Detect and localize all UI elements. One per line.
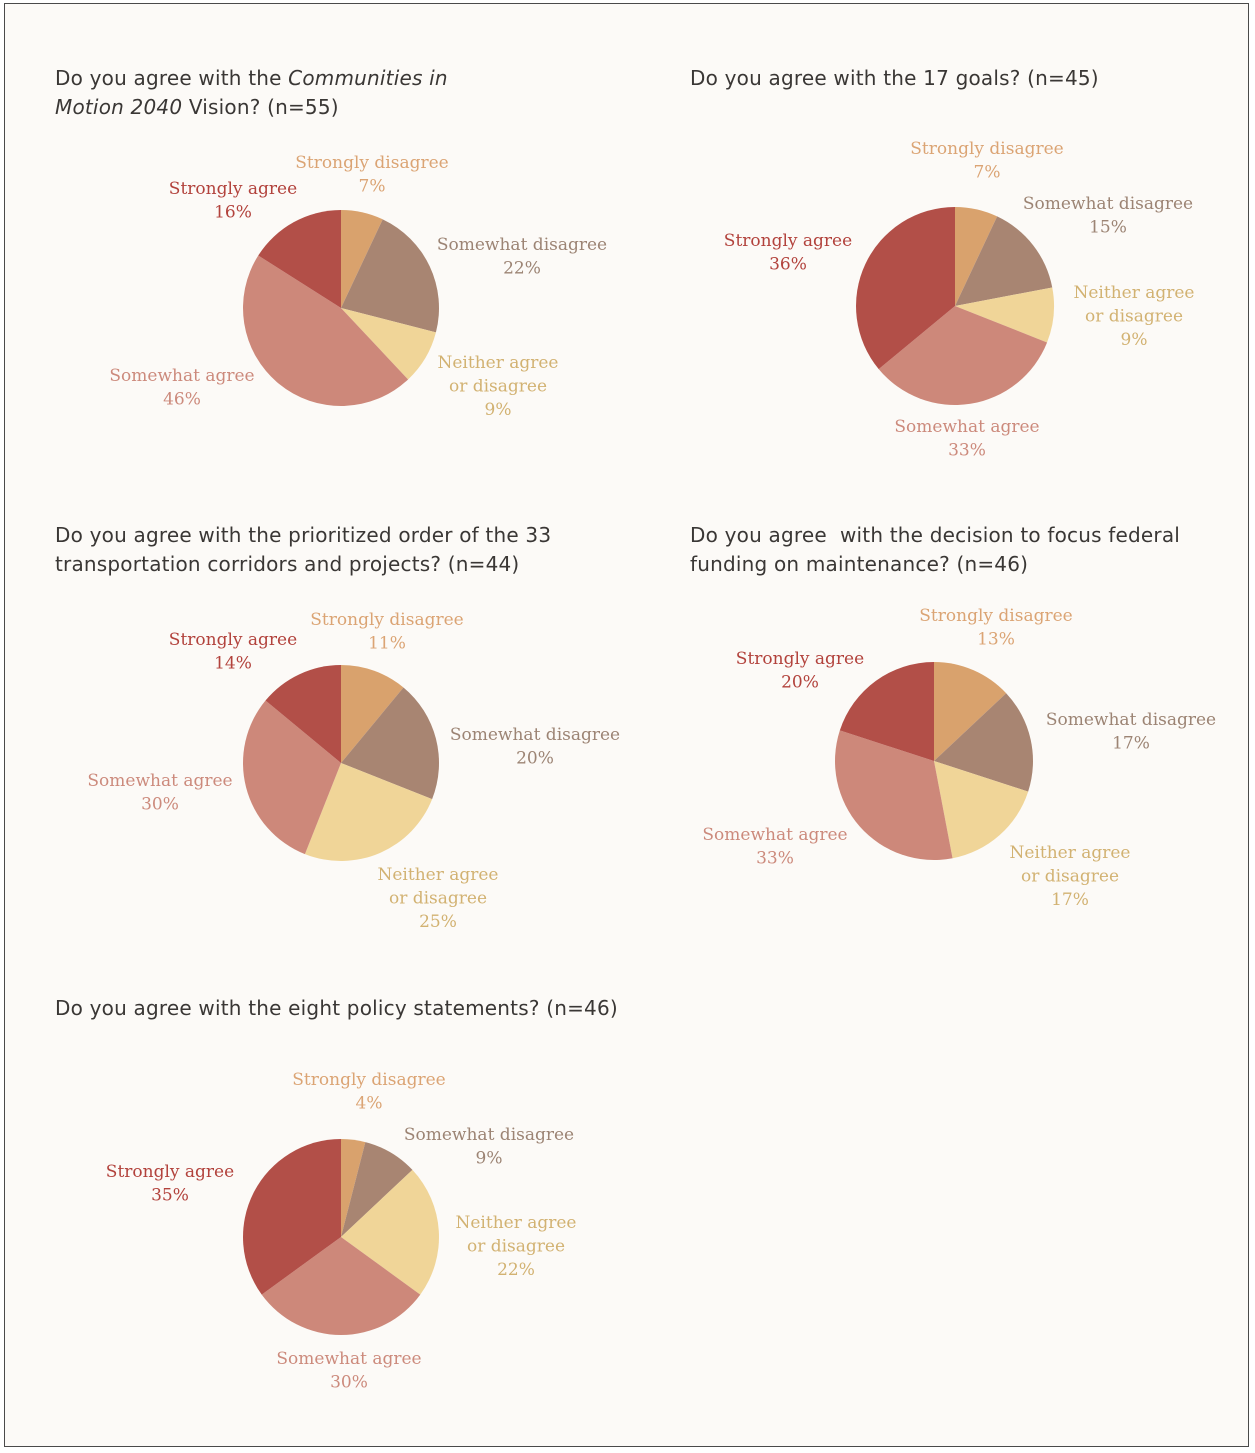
chart-2-slice-strongly-disagree (955, 207, 998, 306)
chart-3-slice-somewhat-disagree (341, 687, 440, 800)
chart-5-title-text: Do you agree with the eight policy state… (55, 996, 618, 1020)
chart-2-label-strongly-agree: Strongly agree 36% (724, 231, 852, 275)
chart-3-label-neither-agree: Neither agree or disagree 25% (377, 865, 498, 932)
chart-1-label-neither-agree: Neither agree or disagree 9% (437, 353, 558, 420)
chart-3-title-text-2: transportation corridors and projects? (… (55, 552, 520, 576)
chart-1-slice-neither-agree (341, 308, 436, 380)
chart-2-title-text: Do you agree with the 17 goals? (n=45) (690, 66, 1099, 90)
chart-1-slice-strongly-agree (258, 210, 341, 308)
chart-1-label-somewhat-disagree: Somewhat disagree 22% (437, 235, 607, 279)
chart-2-slice-strongly-agree (856, 207, 955, 370)
chart-1-slice-somewhat-disagree (341, 219, 439, 333)
chart-4-title-text-2: funding on maintenance? (n=46) (690, 552, 1029, 576)
chart-1-title-text: Do you agree with the (55, 66, 289, 90)
chart-4-slice-neither-agree (934, 761, 1029, 859)
chart-1-title-text-2: Vision? (n=55) (182, 95, 339, 119)
chart-5-label-neither-agree: Neither agree or disagree 22% (455, 1213, 576, 1280)
chart-5-label-strongly-disagree: Strongly disagree 4% (292, 1070, 445, 1114)
chart-1-slice-somewhat-agree (243, 255, 409, 407)
chart-3-label-strongly-agree: Strongly agree 14% (169, 630, 297, 674)
chart-1-slice-strongly-disagree (341, 210, 383, 308)
chart-3-label-somewhat-disagree: Somewhat disagree 20% (450, 725, 620, 769)
chart-5-slice-strongly-agree (243, 1139, 341, 1295)
chart-2-title: Do you agree with the 17 goals? (n=45) (690, 64, 1099, 93)
chart-1-label-strongly-disagree: Strongly disagree 7% (295, 153, 448, 197)
chart-4-label-somewhat-disagree: Somewhat disagree 17% (1046, 710, 1216, 754)
chart-2-label-neither-agree: Neither agree or disagree 9% (1073, 283, 1194, 350)
chart-5-label-somewhat-disagree: Somewhat disagree 9% (404, 1125, 574, 1169)
chart-3-title-text: Do you agree with the prioritized order … (55, 523, 552, 547)
chart-2-label-somewhat-agree: Somewhat agree 33% (894, 417, 1039, 461)
chart-4-slice-strongly-disagree (934, 662, 1007, 761)
chart-1-title: Do you agree with the Communities in Mot… (55, 64, 448, 122)
chart-4-label-strongly-agree: Strongly agree 20% (736, 649, 864, 693)
chart-4-title-text: Do you agree with the decision to focus … (690, 523, 1181, 547)
chart-2-label-somewhat-disagree: Somewhat disagree 15% (1023, 194, 1193, 238)
chart-3-slice-strongly-disagree (341, 665, 404, 763)
chart-4-title: Do you agree with the decision to focus … (690, 521, 1180, 579)
chart-2-slice-neither-agree (955, 287, 1055, 343)
chart-2-slice-somewhat-agree (878, 306, 1048, 405)
chart-1-title-emphasis-2: Motion 2040 (55, 95, 183, 119)
chart-4-label-somewhat-agree: Somewhat agree 33% (702, 825, 847, 869)
chart-1-label-strongly-agree: Strongly agree 16% (169, 179, 297, 223)
chart-1-label-somewhat-agree: Somewhat agree 46% (109, 366, 254, 410)
chart-3-label-somewhat-agree: Somewhat agree 30% (87, 771, 232, 815)
chart-4-slice-somewhat-disagree (934, 693, 1033, 792)
chart-3-label-strongly-disagree: Strongly disagree 11% (310, 610, 463, 654)
chart-4-slice-strongly-agree (839, 662, 934, 761)
chart-3-slice-somewhat-agree (242, 700, 341, 855)
chart-frame (4, 3, 1249, 1447)
chart-4-label-strongly-disagree: Strongly disagree 13% (919, 606, 1072, 650)
chart-5-label-strongly-agree: Strongly agree 35% (106, 1162, 234, 1206)
chart-4-slice-somewhat-agree (835, 730, 953, 861)
chart-5-slice-neither-agree (341, 1169, 439, 1295)
chart-5-title: Do you agree with the eight policy state… (55, 994, 618, 1023)
chart-2-slice-somewhat-disagree (955, 216, 1053, 306)
chart-5-slice-somewhat-agree (261, 1237, 421, 1335)
chart-1-title-emphasis: Communities in (288, 66, 448, 90)
chart-3-slice-neither-agree (304, 763, 433, 862)
chart-3-title: Do you agree with the prioritized order … (55, 521, 551, 579)
chart-2-label-strongly-disagree: Strongly disagree 7% (910, 139, 1063, 183)
chart-5-slice-somewhat-disagree (341, 1142, 413, 1237)
chart-5-label-somewhat-agree: Somewhat agree 30% (276, 1349, 421, 1393)
chart-5-slice-strongly-disagree (341, 1139, 366, 1237)
chart-3-slice-strongly-agree (265, 665, 341, 763)
chart-4-label-neither-agree: Neither agree or disagree 17% (1009, 843, 1130, 910)
